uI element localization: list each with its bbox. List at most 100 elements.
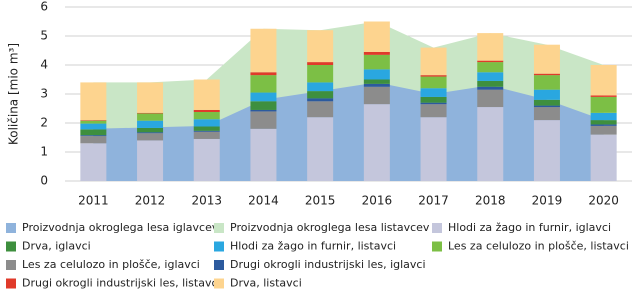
bar-segment — [137, 113, 164, 121]
bar-segment — [307, 98, 334, 102]
bar-segment — [533, 89, 560, 100]
bar-segment — [590, 95, 617, 97]
x-tick-label: 2020 — [588, 194, 619, 208]
x-tick-label: 2016 — [362, 194, 393, 208]
bar-segment — [590, 125, 617, 135]
bar-segment — [193, 138, 220, 181]
bar-segment — [250, 28, 277, 73]
legend-label: Drugi okrogli industrijski les, iglavci — [230, 258, 426, 271]
legend-label: Drugi okrogli industrijski les, listavci — [22, 277, 221, 290]
y-tick-label: 3 — [40, 87, 48, 101]
y-tick-label: 0 — [40, 174, 48, 188]
bar-segment — [307, 117, 334, 181]
y-tick-label: 1 — [40, 145, 48, 159]
bar-segment — [363, 54, 390, 70]
bar-segment — [137, 127, 164, 133]
bar-segment — [477, 107, 504, 181]
bar-segment — [80, 123, 107, 130]
bar-segment — [80, 120, 107, 121]
bar-segment — [307, 30, 334, 63]
legend-label: Proizvodnja okroglega lesa iglavcev — [22, 221, 219, 234]
bar-segment — [477, 62, 504, 73]
bar-segment — [533, 75, 560, 90]
bar-segment — [477, 89, 504, 108]
legend-swatch — [214, 241, 224, 252]
bar-segment — [420, 117, 447, 181]
bar-segment — [533, 99, 560, 106]
bar-segment — [363, 86, 390, 105]
legend-label: Drva, listavci — [230, 277, 302, 290]
legend-swatch — [6, 278, 16, 289]
legend-label: Les za celulozo in plošče, listavci — [448, 240, 629, 253]
x-tick-label: 2013 — [191, 194, 222, 208]
bar-segment — [420, 75, 447, 77]
legend-label: Hlodi za žago in furnir, iglavci — [448, 221, 611, 234]
bar-segment — [477, 86, 504, 90]
bar-segment — [477, 80, 504, 87]
bar-segment — [250, 109, 277, 112]
bar-segment — [590, 124, 617, 126]
bar-segment — [193, 119, 220, 127]
legend-swatch — [432, 241, 442, 252]
bar-segment — [80, 129, 107, 136]
bar-segment — [533, 105, 560, 108]
bar-segment — [193, 130, 220, 132]
bar-segment — [420, 47, 447, 76]
bar-segment — [533, 107, 560, 121]
bar-segment — [250, 101, 277, 110]
bar-segment — [137, 112, 164, 114]
x-tick-label: 2015 — [305, 194, 336, 208]
legend-label: Drva, iglavci — [22, 240, 91, 253]
bar-segment — [590, 65, 617, 96]
bar-segment — [420, 104, 447, 118]
bar-segment — [80, 120, 107, 124]
bar-segment — [137, 120, 164, 128]
bar-segment — [590, 112, 617, 121]
legend-swatch — [214, 278, 224, 289]
bar-segment — [363, 104, 390, 181]
bar-segment — [477, 60, 504, 63]
bar-segment — [137, 133, 164, 141]
legend-swatch — [6, 223, 16, 233]
bar-segment — [137, 82, 164, 113]
legend-swatch — [6, 241, 16, 252]
bar-segment — [420, 76, 447, 89]
bar-segment — [420, 96, 447, 103]
bar-segment — [307, 65, 334, 83]
bar-segment — [533, 120, 560, 181]
bar-segment — [250, 128, 277, 181]
bar-segment — [307, 91, 334, 99]
bar-segment — [533, 44, 560, 74]
legend-swatch — [432, 223, 442, 233]
x-tick-label: 2017 — [418, 194, 449, 208]
bar-segment — [533, 73, 560, 76]
bar-segment — [363, 69, 390, 80]
bar-segment — [363, 21, 390, 52]
x-tick-label: 2014 — [248, 194, 279, 208]
y-tick-label: 4 — [40, 58, 48, 72]
x-tick-label: 2019 — [532, 194, 563, 208]
legend-label: Hlodi za žago in furnir, listavci — [230, 240, 396, 253]
legend-swatch — [214, 223, 224, 233]
bar-segment — [420, 102, 447, 105]
bar-segment — [590, 96, 617, 113]
bar-segment — [250, 92, 277, 102]
bar-segment — [363, 79, 390, 84]
bar-segment — [590, 120, 617, 125]
bar-segment — [137, 140, 164, 181]
bar-segment — [137, 132, 164, 134]
bar-segment — [307, 101, 334, 118]
bar-segment — [193, 126, 220, 131]
bar-segment — [363, 51, 390, 55]
bar-segment — [307, 82, 334, 92]
legend-swatch — [214, 260, 224, 270]
bar-segment — [80, 135, 107, 137]
bar-segment — [420, 88, 447, 97]
y-tick-label: 2 — [40, 116, 48, 130]
y-tick-label: 5 — [40, 29, 48, 43]
area — [93, 82, 604, 181]
bar-segment — [590, 134, 617, 181]
legend-label: Les za celulozo in plošče, iglavci — [22, 258, 200, 271]
x-tick-label: 2012 — [135, 194, 166, 208]
